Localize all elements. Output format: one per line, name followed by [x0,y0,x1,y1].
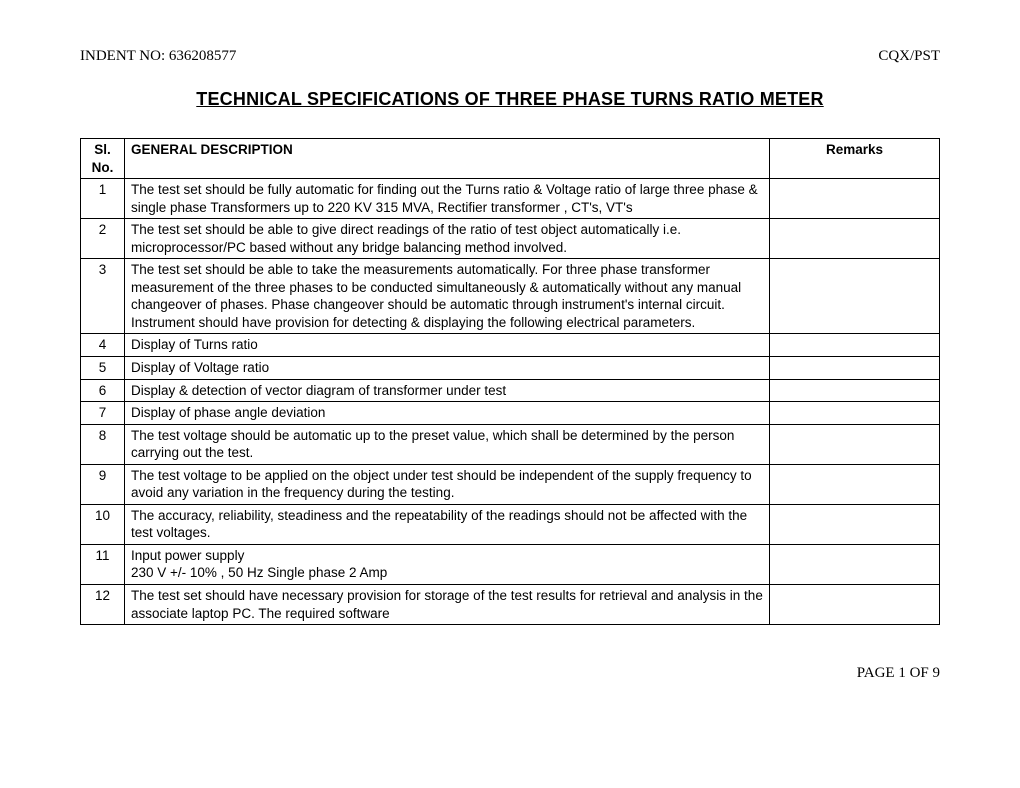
cell-sl: 3 [81,259,125,334]
table-row: 12The test set should have necessary pro… [81,585,940,625]
page-title: TECHNICAL SPECIFICATIONS OF THREE PHASE … [80,89,940,110]
cell-sl: 11 [81,544,125,584]
cell-sl: 12 [81,585,125,625]
cell-sl: 8 [81,424,125,464]
cell-desc: The accuracy, reliability, steadiness an… [125,504,770,544]
cell-desc: Input power supply 230 V +/- 10% , 50 Hz… [125,544,770,584]
cell-desc: The test voltage to be applied on the ob… [125,464,770,504]
table-row: 8The test voltage should be automatic up… [81,424,940,464]
table-row: 3The test set should be able to take the… [81,259,940,334]
cell-remarks [770,379,940,402]
table-row: 10The accuracy, reliability, steadiness … [81,504,940,544]
cell-remarks [770,357,940,380]
document-header: INDENT NO: 636208577 CQX/PST [80,48,940,65]
table-row: 6Display & detection of vector diagram o… [81,379,940,402]
cell-desc: The test set should be able to take the … [125,259,770,334]
table-row: 5Display of Voltage ratio [81,357,940,380]
cell-desc: Display of Voltage ratio [125,357,770,380]
page-footer: PAGE 1 OF 9 [80,665,940,682]
cell-remarks [770,585,940,625]
cell-sl: 7 [81,402,125,425]
cell-remarks [770,179,940,219]
cell-remarks [770,334,940,357]
cell-desc: The test set should be able to give dire… [125,219,770,259]
cell-remarks [770,424,940,464]
cell-desc: The test voltage should be automatic up … [125,424,770,464]
cell-desc: Display of Turns ratio [125,334,770,357]
cell-desc: Display & detection of vector diagram of… [125,379,770,402]
cell-sl: 6 [81,379,125,402]
cell-remarks [770,219,940,259]
table-row: 7Display of phase angle deviation [81,402,940,425]
cell-sl: 2 [81,219,125,259]
table-row: 4Display of Turns ratio [81,334,940,357]
cell-desc: The test set should be fully automatic f… [125,179,770,219]
table-row: 1The test set should be fully automatic … [81,179,940,219]
table-header-row: Sl. No. GENERAL DESCRIPTION Remarks [81,139,940,179]
col-header-remarks: Remarks [770,139,940,179]
table-row: 2The test set should be able to give dir… [81,219,940,259]
cell-desc: Display of phase angle deviation [125,402,770,425]
cell-sl: 5 [81,357,125,380]
cell-sl: 1 [81,179,125,219]
cell-remarks [770,504,940,544]
col-header-sl: Sl. No. [81,139,125,179]
cell-sl: 9 [81,464,125,504]
cell-sl: 4 [81,334,125,357]
cell-remarks [770,544,940,584]
table-row: 11Input power supply 230 V +/- 10% , 50 … [81,544,940,584]
col-header-desc: GENERAL DESCRIPTION [125,139,770,179]
indent-number: INDENT NO: 636208577 [80,48,236,65]
spec-table: Sl. No. GENERAL DESCRIPTION Remarks 1The… [80,138,940,625]
cell-sl: 10 [81,504,125,544]
doc-code: CQX/PST [878,48,940,65]
cell-remarks [770,259,940,334]
cell-remarks [770,402,940,425]
table-row: 9The test voltage to be applied on the o… [81,464,940,504]
cell-remarks [770,464,940,504]
cell-desc: The test set should have necessary provi… [125,585,770,625]
